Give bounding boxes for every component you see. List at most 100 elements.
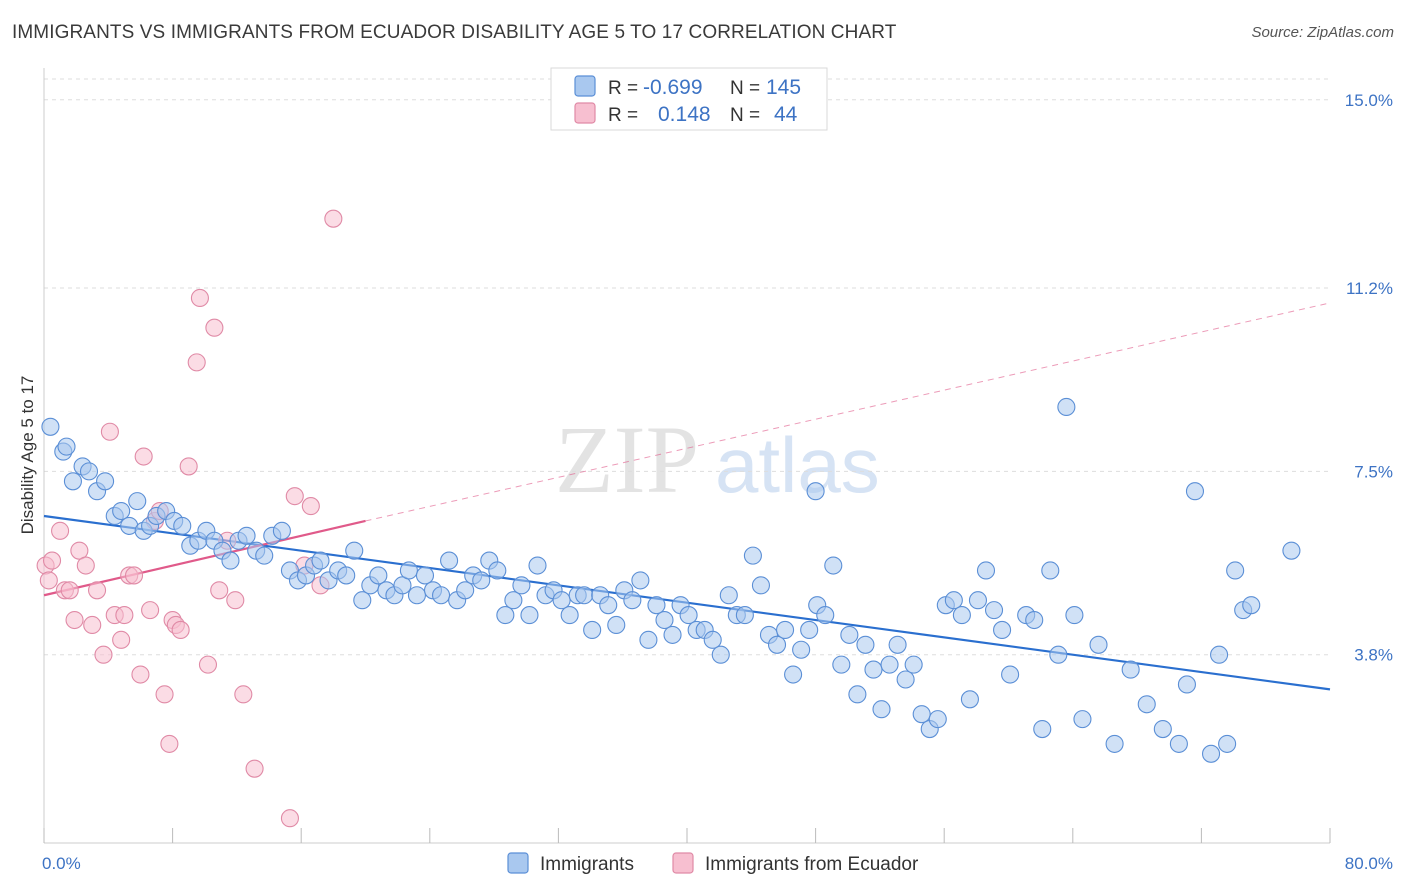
immigrants-point-87 (735, 606, 754, 625)
immigrants-point-109 (912, 705, 931, 724)
immigrants-point-103 (864, 660, 883, 679)
immigrants-point-111 (928, 710, 947, 729)
immigrants-point-117 (976, 561, 996, 580)
immigrants-point-123 (1033, 719, 1052, 739)
legend-top-box (550, 67, 828, 131)
ecuador-point-43 (324, 209, 343, 228)
immigrants-point-140 (1226, 561, 1245, 580)
immigrants-point-134 (1169, 734, 1188, 753)
ecuador-point-33 (210, 581, 229, 600)
ecuador-point-39 (285, 487, 304, 506)
immigrants-point-37 (337, 566, 356, 585)
immigrants-point-104 (872, 700, 891, 719)
ecuador-point-19 (134, 447, 153, 466)
immigrants-point-57 (496, 606, 515, 625)
immigrants-point-143 (1282, 541, 1301, 560)
ecuador-point-2 (42, 551, 62, 570)
immigrants-point-108 (904, 655, 923, 674)
immigrants-point-38 (345, 541, 364, 560)
immigrants-point-49 (432, 586, 451, 605)
x-tick-label-max: 80.0% (1345, 854, 1393, 873)
watermark-zip: ZIP (555, 406, 699, 513)
immigrants-point-119 (993, 620, 1012, 639)
immigrants-point-100 (840, 625, 859, 644)
ecuador-point-9 (83, 615, 102, 635)
ecuador-point-10 (87, 581, 107, 600)
immigrants-point-17 (173, 516, 192, 535)
immigrants-point-116 (968, 591, 988, 610)
immigrants-point-54 (472, 571, 491, 590)
ecuador-point-20 (141, 601, 160, 620)
immigrants-point-118 (984, 601, 1004, 620)
immigrants-point-101 (848, 685, 867, 704)
ecuador-point-18 (131, 665, 150, 684)
ecuador-point-5 (60, 581, 79, 600)
immigrants-point-133 (1153, 719, 1172, 739)
immigrants-point-93 (784, 665, 803, 684)
immigrants-point-59 (512, 576, 531, 595)
immigrants-point-58 (504, 591, 523, 610)
immigrants-point-68 (583, 620, 602, 639)
immigrants-point-91 (767, 635, 787, 654)
immigrants-point-124 (1041, 561, 1060, 580)
immigrants-point-2 (57, 437, 76, 456)
immigrants-point-80 (679, 606, 698, 625)
bottom-legend-swatch-immigrants (507, 852, 529, 874)
immigrants-point-139 (1218, 734, 1237, 753)
immigrants-point-128 (1073, 710, 1092, 729)
immigrants-point-7 (96, 472, 115, 491)
immigrants-point-130 (1105, 734, 1124, 753)
immigrants-point-9 (112, 501, 131, 521)
y-tick-labels: 3.8% 7.5% 11.2% 15.0% (1345, 91, 1393, 665)
ecuador-point-32 (205, 318, 224, 337)
legend-r-label-ecuador: R = (608, 105, 638, 126)
bottom-legend-swatch-ecuador (672, 852, 694, 874)
ecuador-point-27 (171, 620, 190, 639)
immigrants-point-77 (655, 610, 674, 630)
legend-swatch-immigrants (574, 75, 596, 97)
immigrants-point-107 (896, 670, 915, 689)
legend-n-value-ecuador: 44 (774, 103, 798, 126)
immigrants-point-138 (1210, 645, 1229, 664)
y-tick-label-2: 11.2% (1346, 279, 1393, 298)
immigrants-point-132 (1137, 695, 1156, 714)
chart-source: Source: ZipAtlas.com (1251, 24, 1394, 41)
immigrants-point-88 (743, 546, 762, 565)
immigrants-point-64 (552, 591, 571, 610)
ecuador-point-29 (187, 353, 206, 372)
immigrants-point-61 (528, 556, 547, 575)
immigrants-point-60 (520, 606, 539, 625)
immigrants-point-78 (663, 625, 682, 644)
ecuador-point-35 (226, 591, 245, 610)
immigrants-point-97 (816, 606, 835, 625)
immigrants-point-129 (1089, 635, 1108, 654)
legend-r-value-ecuador: 0.148 (658, 103, 711, 126)
y-tick-label-1: 7.5% (1354, 462, 1393, 481)
y-tick-label-0: 3.8% (1354, 646, 1393, 665)
immigrants-point-83 (703, 630, 722, 649)
legend-r-label-immigrants: R = (608, 78, 638, 99)
immigrants-point-75 (639, 630, 658, 649)
immigrants-point-74 (631, 571, 650, 590)
immigrants-point-71 (607, 615, 626, 635)
immigrants-point-95 (800, 620, 819, 639)
immigrants-point-46 (407, 586, 426, 605)
immigrants-point-0 (41, 417, 60, 436)
x-tick-label-min: 0.0% (42, 854, 81, 873)
immigrants-point-29 (272, 521, 291, 540)
immigrants-point-94 (792, 640, 811, 659)
legend-top: R = -0.699 N = 145 R = 0.148 N = 44 (550, 67, 828, 131)
immigrants-point-106 (888, 635, 907, 654)
immigrants-point-23 (221, 551, 240, 570)
immigrants-point-47 (415, 566, 435, 585)
immigrants-point-114 (952, 606, 971, 625)
immigrants-point-27 (255, 546, 274, 565)
immigrants-point-56 (488, 561, 507, 580)
legend-bottom: Immigrants Immigrants from Ecuador (507, 852, 919, 875)
series-immigrants-from-ecuador-points (36, 209, 343, 828)
legend-n-label-immigrants: N = (730, 78, 760, 99)
immigrants-point-99 (832, 655, 851, 674)
immigrants-point-105 (880, 655, 899, 674)
ecuador-point-11 (94, 645, 113, 664)
immigrants-point-25 (237, 526, 256, 545)
